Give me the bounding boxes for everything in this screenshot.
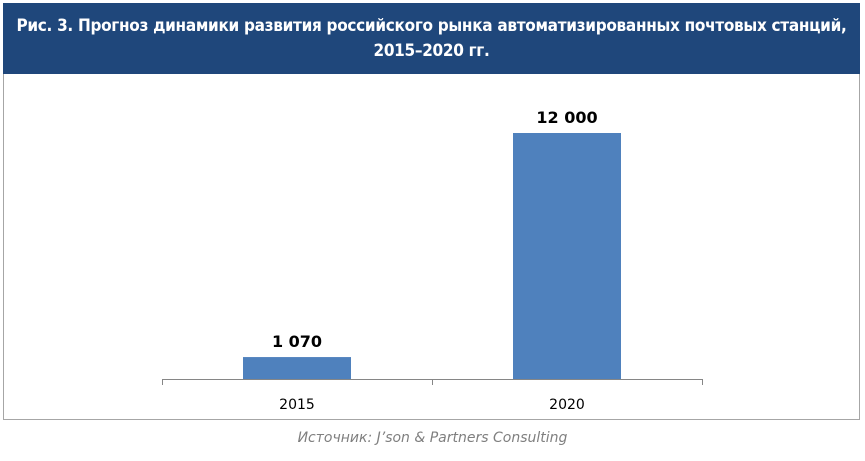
data-label: 12 000: [536, 108, 597, 127]
bar-2015: [243, 357, 351, 379]
source-note: Источник: J’son & Partners Consulting: [297, 430, 568, 446]
x-tick-label: 2015: [279, 397, 315, 413]
bar-2020: [513, 133, 621, 379]
x-tick-label: 2020: [549, 397, 585, 413]
data-label: 1 070: [272, 332, 322, 351]
chart-title: Рис. 3. Прогноз динамики развития россий…: [3, 3, 860, 74]
